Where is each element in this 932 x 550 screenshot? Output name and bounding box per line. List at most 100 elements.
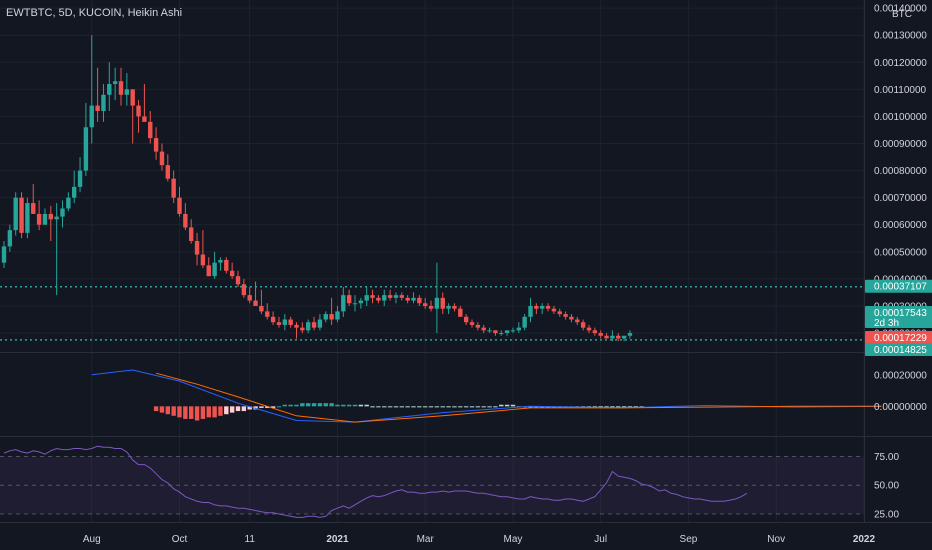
candle [399,292,404,301]
candle-body [112,81,118,84]
macd-histogram-bar [206,406,211,418]
candle-body [463,316,469,323]
candle [241,278,247,298]
price-badge [865,343,932,356]
candle-body [306,322,311,331]
candle-body [159,151,165,166]
macd-histogram-bar [311,403,317,407]
candle-body [370,295,375,298]
candle-body [540,305,545,309]
candle-body [189,227,194,241]
macd-histogram-bar [323,403,328,407]
candle [586,324,592,334]
candle [183,203,188,231]
time-tick-label: 11 [245,534,256,545]
candle-body [358,300,364,304]
candle [370,289,375,304]
macd-histogram-bar [499,404,504,407]
candle [36,200,42,231]
macd-histogram-bar [481,406,486,408]
candle [569,314,574,323]
macd-histogram-bar [335,404,340,407]
grid [0,0,865,522]
candle-body [212,262,217,277]
price-tick-label: 0.00130000 [874,31,927,42]
candle-body [586,327,592,331]
candle [598,330,603,339]
candle-body [434,297,440,309]
candle [276,316,282,328]
candle [411,292,416,304]
rsi-tick-label: 50.00 [874,481,899,492]
candle [270,311,276,325]
candle-body [341,295,346,312]
macd-histogram-bar [259,406,264,408]
macd-histogram-bar [171,406,176,416]
macd-histogram-bar [218,406,223,416]
candle [323,311,328,323]
candle [510,327,516,334]
candle-body [77,170,83,187]
macd-histogram-bar [428,406,434,408]
candle [83,102,89,176]
price-badge-label: 0.00017229 [874,333,927,344]
candle [54,203,59,296]
candle [177,186,182,217]
candle-body [311,322,317,328]
macd-histogram-bar [458,406,463,408]
macd-histogram-bar [446,406,451,408]
candle [487,327,492,334]
macd-histogram-bar [265,406,270,408]
candle [48,205,53,241]
candle [382,289,387,306]
candle [247,287,252,304]
macd-histogram-bar [194,406,200,421]
candle [136,100,141,133]
macd-histogram-bar [633,406,638,408]
candle [218,257,223,271]
macd-histogram-bar [469,406,475,408]
macd-histogram-bar [288,404,293,407]
macd-histogram-bar [358,404,364,407]
macd-histogram-bar [423,406,428,408]
candle [13,192,18,236]
candle-body [171,178,176,198]
currency-label: BTC [892,9,912,20]
candle [575,316,580,325]
candle-body [1,246,7,263]
price-tick-label: 0.00080000 [874,166,927,177]
candle [1,240,7,269]
candle-body [610,335,615,339]
candle [516,322,521,334]
candle [112,67,118,101]
candle [288,316,293,328]
candle-body [458,308,463,317]
candle-body [89,105,94,128]
candle [551,305,557,315]
macd-histogram-bar [475,406,481,408]
price-tick-label: 0.00100000 [874,112,927,123]
candle [42,208,48,225]
macd-histogram-bar [399,406,404,408]
candle [452,303,457,312]
candle-body [235,276,241,285]
candle-body [153,138,159,152]
macd-line [91,369,882,423]
candle-body [48,213,53,220]
price-tick-label: 0.00070000 [874,193,927,204]
macd-histogram-bar [411,406,416,408]
candle [504,330,510,336]
price-badge [865,279,932,293]
candle [475,322,481,331]
candle-body [54,216,59,220]
candle [19,192,24,239]
candle-body [288,319,293,325]
candle [189,219,194,244]
candle-body [300,327,305,331]
macd-histogram-bar [200,406,206,419]
macd-histogram-bar [346,404,352,407]
price-badge [865,306,932,328]
candle [206,257,211,277]
candle [499,330,504,336]
